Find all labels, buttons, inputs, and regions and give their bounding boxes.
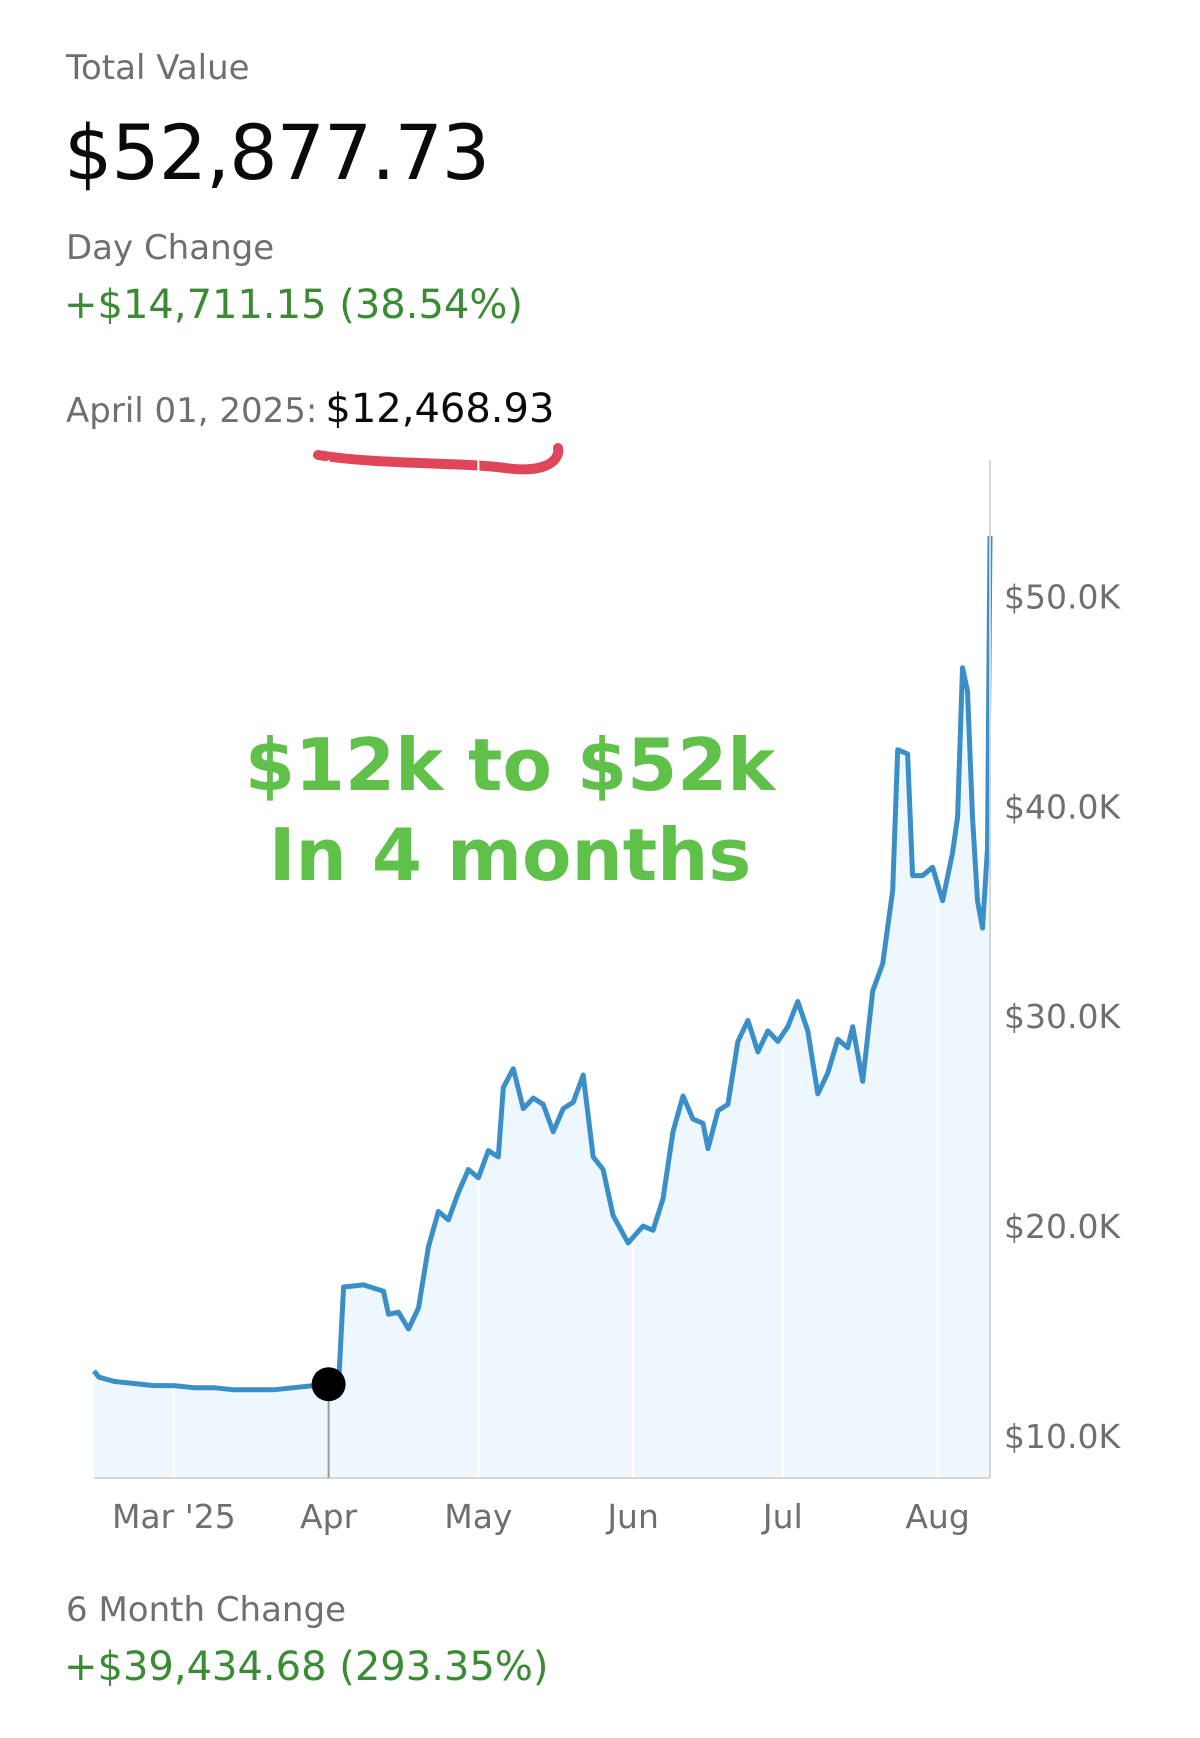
x-tick-labels: Mar '25 Apr May Jun Jul Aug: [112, 1497, 970, 1536]
selected-date-label: April 01, 2025:: [66, 391, 318, 431]
day-change-label: Day Change: [66, 228, 275, 268]
hand-drawn-underline: [313, 443, 564, 475]
y-tick-label: $40.0K: [1004, 787, 1121, 826]
six-month-change-label: 6 Month Change: [66, 1590, 346, 1630]
selected-point-readout: April 01, 2025: $12,468.93: [66, 386, 554, 432]
chart-gridlines: [172, 460, 939, 1478]
annotation-line-2: In 4 months: [269, 813, 752, 897]
y-tick-label: $20.0K: [1004, 1207, 1121, 1246]
selected-value: $12,468.93: [325, 386, 555, 432]
annotation-line-1: $12k to $52k: [245, 723, 777, 807]
day-change-value: +$14,711.15 (38.54%): [64, 282, 523, 328]
y-tick-label: $10.0K: [1004, 1417, 1121, 1456]
x-tick-label: Mar '25: [112, 1497, 236, 1536]
x-tick-label: Apr: [300, 1497, 358, 1536]
total-value-label: Total Value: [66, 48, 250, 88]
six-month-change-value: +$39,434.68 (293.35%): [64, 1644, 549, 1690]
total-value: $52,877.73: [64, 108, 490, 197]
x-tick-label: Jul: [761, 1497, 803, 1536]
value-area-fill: [94, 536, 990, 1478]
selection-marker[interactable]: [311, 1367, 346, 1402]
y-tick-labels: $10.0K $20.0K $30.0K $40.0K $50.0K: [1004, 577, 1121, 1456]
x-tick-label: Aug: [905, 1497, 969, 1536]
x-tick-label: May: [444, 1497, 512, 1536]
y-tick-label: $30.0K: [1004, 997, 1121, 1036]
x-tick-label: Jun: [605, 1497, 659, 1536]
y-tick-label: $50.0K: [1004, 577, 1121, 616]
